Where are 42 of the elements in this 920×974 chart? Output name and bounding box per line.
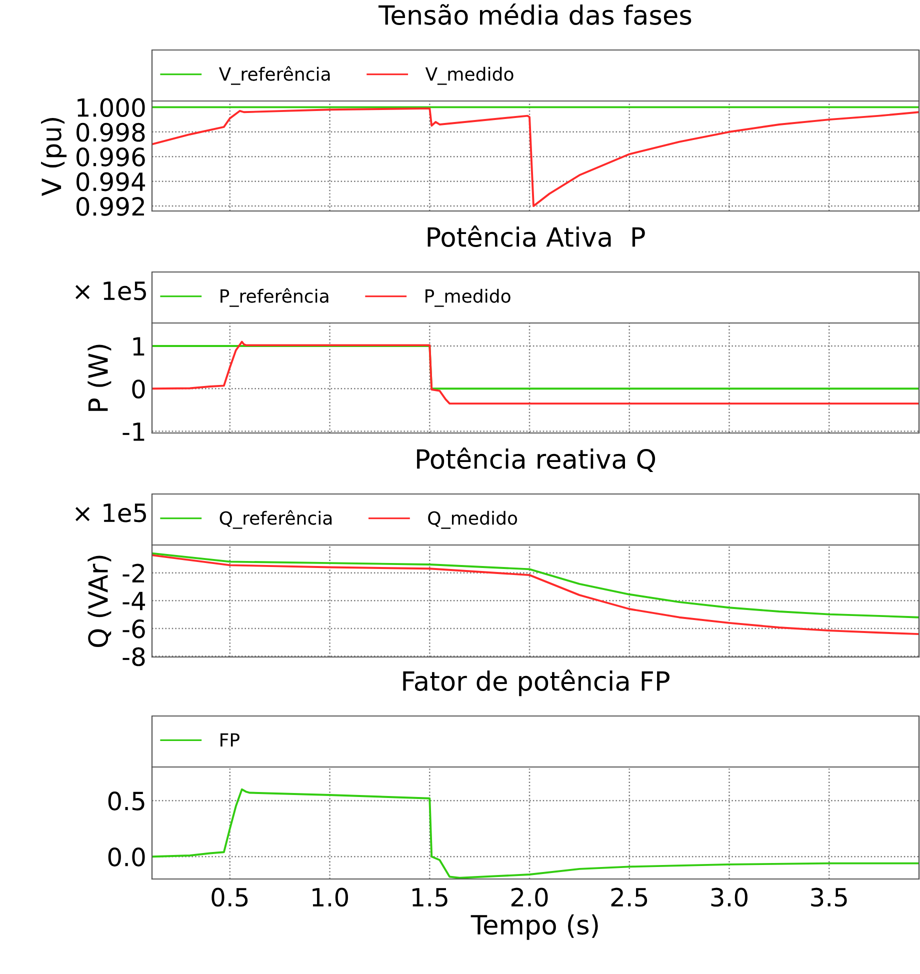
x-tick-label: 2.0 (511, 888, 548, 907)
y-tick-label: 0.0 (108, 848, 145, 866)
y-tick-label: 0 (132, 380, 145, 399)
y-tick-label: -8 (122, 647, 145, 666)
x-tick-label: 3.0 (711, 888, 748, 907)
y-tick-label: 1.000 (78, 98, 145, 118)
legend-label: P_medido (426, 288, 510, 307)
line-series (152, 340, 919, 405)
y-tick-label: -1 (122, 422, 144, 441)
y-tick-label: 1 (133, 337, 144, 356)
chart-title: Fator de potência FP (403, 670, 670, 696)
legend-label: P_referência (220, 288, 328, 307)
x-tick-label: 1.5 (412, 888, 448, 907)
x-tick-label: 1.0 (312, 888, 348, 907)
y-axis-title: V (pu) (41, 118, 67, 196)
y-tick-label: 0.998 (76, 122, 145, 142)
line-series (152, 554, 919, 636)
x-tick-label: 2.5 (611, 888, 648, 907)
text: × 1e5 (76, 504, 146, 522)
legend-label: Q_referência (220, 510, 332, 529)
y-tick-label: 0.996 (76, 148, 145, 166)
y-tick-label: 0.994 (76, 172, 146, 192)
line-series (152, 107, 919, 208)
legend-label: Q_medido (428, 510, 518, 529)
y-axis-title: Q (VAr) (88, 556, 112, 648)
y-axis-title: P (W) (88, 344, 112, 411)
y-tick-label: -2 (122, 564, 144, 582)
y-tick-label: 0.992 (76, 197, 144, 216)
y-tick-label: 0.5 (108, 792, 144, 810)
x-tick-label: 0.5 (212, 888, 248, 907)
chart-title: Potência reativa Q (417, 448, 656, 472)
legend-label: FP (220, 733, 240, 746)
chart-title: Potência Ativa P (428, 226, 645, 247)
text: × 1e5 (76, 282, 146, 300)
legend-label: V_referência (218, 66, 330, 85)
x-axis-title: Tempo (s) (470, 914, 598, 940)
y-tick-label: -4 (122, 592, 146, 610)
line-series (152, 552, 919, 618)
chart-title: Tensão média das fases (378, 4, 692, 25)
x-tick-label: 3.5 (811, 888, 847, 907)
y-tick-label: -6 (122, 619, 145, 638)
legend-label: V_medido (425, 66, 514, 85)
